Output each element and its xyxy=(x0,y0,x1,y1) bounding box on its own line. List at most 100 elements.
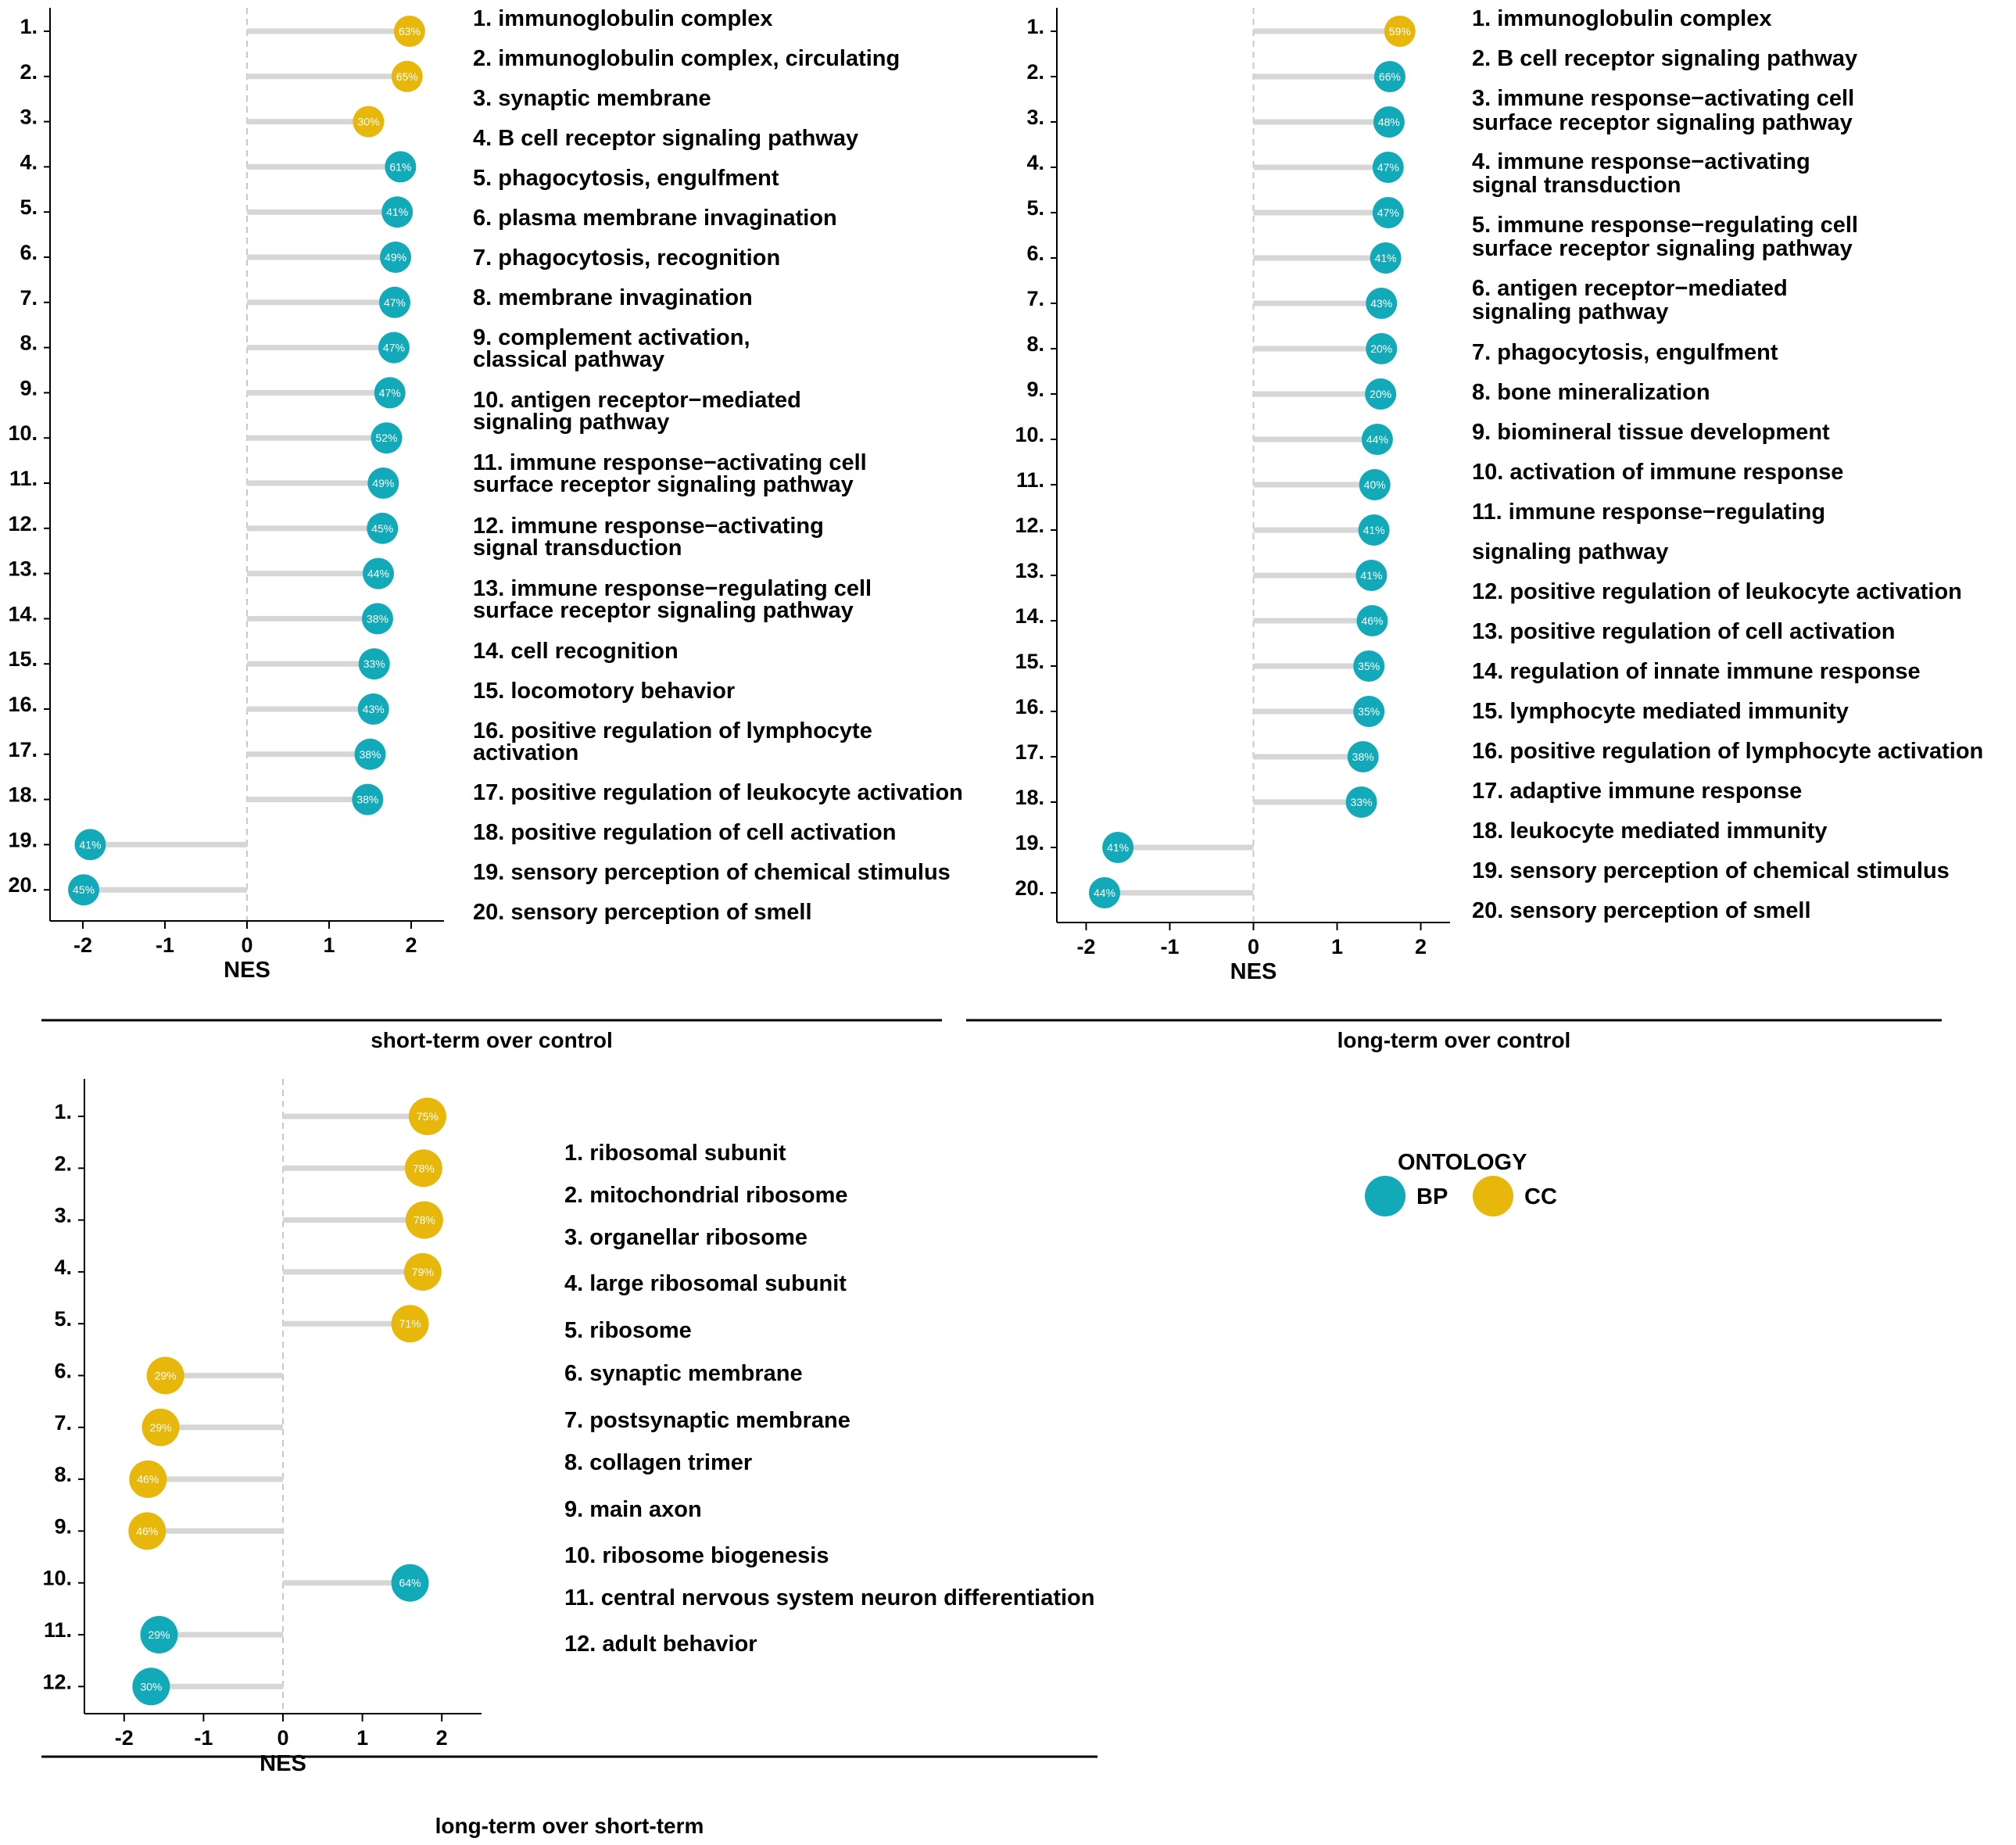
percent-label: 66% xyxy=(1379,70,1401,83)
rank-label: 20. xyxy=(8,873,38,897)
lollipop-dot xyxy=(1361,424,1393,455)
chart-panel-3: -2 -1 0 1 2 NES 75% 1. 78% 2. 78% 3. 79% 4. 71% 5. 29% 6.… xyxy=(41,1079,1098,1838)
term-label: 1. immunoglobulin complex xyxy=(473,6,772,31)
lollipop-dot xyxy=(132,1668,170,1706)
x-tick-label: 1 xyxy=(323,933,335,957)
percent-label: 41% xyxy=(1363,524,1385,536)
percent-label: 45% xyxy=(73,883,95,896)
lollipop-dot xyxy=(74,829,106,861)
term-label: 4. large ribosomal subunit xyxy=(564,1271,847,1296)
percent-label: 79% xyxy=(412,1266,434,1278)
percent-label: 35% xyxy=(1358,705,1380,718)
lollipop-dot xyxy=(1366,333,1398,364)
percent-label: 59% xyxy=(1389,25,1411,38)
rank-label: 2. xyxy=(1026,60,1044,84)
lollipop-dot xyxy=(1366,288,1398,319)
term-label: surface receptor signaling pathway xyxy=(473,598,854,623)
percent-label: 46% xyxy=(137,1473,159,1485)
term-label: surface receptor signaling pathway xyxy=(1472,236,1853,261)
legend-bp-swatch xyxy=(1365,1176,1405,1216)
percent-label: 75% xyxy=(417,1110,439,1123)
rank-label: 3. xyxy=(54,1204,72,1227)
percent-label: 64% xyxy=(399,1577,421,1589)
chart-panel-1: -2 -1 0 1 2 NES 63% 1. 65% 2. 30% 3. 61% 4. 41% 5. 49% 6.… xyxy=(8,6,962,1052)
lollipop-dot xyxy=(1359,469,1391,500)
lollipop-dot xyxy=(357,693,389,725)
rank-label: 11. xyxy=(1016,468,1044,492)
percent-label: 47% xyxy=(1377,161,1399,174)
lollipop-dot xyxy=(146,1356,184,1395)
term-label: 3. synaptic membrane xyxy=(473,86,711,111)
rank-label: 17. xyxy=(8,738,38,761)
lollipop-dot xyxy=(378,331,410,364)
percent-label: 49% xyxy=(385,251,406,263)
lollipop-dot xyxy=(379,286,410,318)
rank-label: 12. xyxy=(1015,514,1044,537)
percent-label: 52% xyxy=(375,432,397,444)
rank-label: 6. xyxy=(20,241,38,264)
percent-label: 41% xyxy=(1375,252,1397,264)
lollipop-dot xyxy=(391,1305,429,1343)
rank-label: 19. xyxy=(1015,831,1044,854)
lollipop-dot xyxy=(354,738,386,770)
lollipop-dot xyxy=(405,1201,443,1239)
percent-label: 47% xyxy=(379,386,401,399)
lollipop-dot xyxy=(129,1460,167,1499)
lollipop-dot xyxy=(363,557,394,589)
lollipop-dot xyxy=(408,1098,446,1135)
term-label: 6. plasma membrane invagination xyxy=(473,206,837,231)
rank-label: 6. xyxy=(54,1360,72,1383)
rank-label: 14. xyxy=(8,602,38,625)
term-label: 9. main axon xyxy=(564,1497,702,1522)
rank-label: 11. xyxy=(44,1618,72,1642)
rank-label: 1. xyxy=(1026,15,1044,38)
percent-label: 46% xyxy=(136,1524,158,1537)
rank-label: 3. xyxy=(1026,106,1044,129)
term-label: 5. phagocytosis, engulfment xyxy=(473,166,779,191)
x-tick-label: 2 xyxy=(436,1726,448,1750)
rank-label: 8. xyxy=(54,1463,72,1486)
lollipop-dot xyxy=(1089,877,1121,908)
x-tick-label: -1 xyxy=(1160,935,1179,958)
term-label: 10. antigen receptor−mediated xyxy=(473,388,801,413)
term-label: signal transduction xyxy=(473,536,682,561)
percent-label: 47% xyxy=(1377,206,1399,219)
lollipop-dot xyxy=(1372,152,1404,183)
percent-label: 35% xyxy=(1358,660,1380,672)
percent-label: 38% xyxy=(356,794,378,806)
x-tick-label: -1 xyxy=(194,1726,213,1750)
term-label: 12. positive regulation of leukocyte act… xyxy=(1472,579,1962,604)
lollipop-dot xyxy=(141,1408,180,1446)
lollipop-dot xyxy=(381,196,414,228)
lollipop-dot xyxy=(391,1564,429,1602)
percent-label: 71% xyxy=(399,1317,421,1330)
percent-label: 38% xyxy=(1352,751,1374,763)
lollipop-dot xyxy=(358,648,390,680)
term-label: 18. leukocyte mediated immunity xyxy=(1472,819,1827,844)
percent-label: 78% xyxy=(413,1162,435,1174)
rank-label: 2. xyxy=(54,1152,72,1175)
percent-label: 41% xyxy=(386,206,408,218)
lollipop-dot xyxy=(380,242,412,273)
percent-label: 38% xyxy=(367,612,389,625)
x-axis-label: NES xyxy=(224,958,270,983)
term-label: 1. immunoglobulin complex xyxy=(1472,6,1771,31)
lollipop-dot xyxy=(1102,832,1134,863)
percent-label: 29% xyxy=(148,1628,170,1641)
term-label: 2. B cell receptor signaling pathway xyxy=(1472,46,1857,71)
x-tick-label: -2 xyxy=(115,1726,134,1750)
rank-label: 19. xyxy=(8,828,38,851)
rank-label: 4. xyxy=(1026,151,1044,174)
lollipop-dot xyxy=(1358,514,1390,546)
lollipop-dot xyxy=(374,377,406,409)
rank-label: 14. xyxy=(1015,604,1044,628)
x-tick-label: 0 xyxy=(1248,935,1259,958)
lollipop-dot xyxy=(404,1149,442,1188)
percent-label: 63% xyxy=(399,25,421,38)
term-label: 11. immune response−activating cell xyxy=(473,450,867,475)
percent-label: 40% xyxy=(1364,478,1386,491)
panel-caption: long-term over short-term xyxy=(435,1814,704,1838)
term-label: 1. ribosomal subunit xyxy=(564,1141,786,1166)
term-label: 8. membrane invagination xyxy=(473,285,753,310)
percent-label: 20% xyxy=(1370,388,1391,400)
